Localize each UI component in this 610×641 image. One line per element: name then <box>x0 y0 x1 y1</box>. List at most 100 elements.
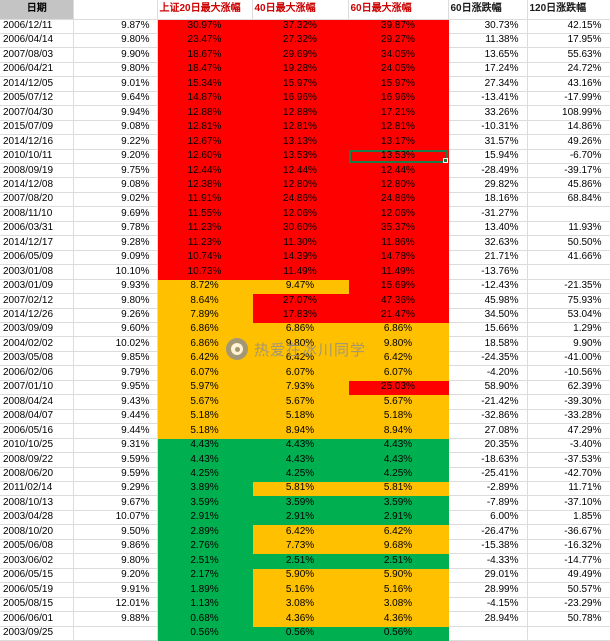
max20-cell[interactable]: 5.18% <box>157 409 253 425</box>
date-cell[interactable]: 2006/05/09 <box>0 250 74 266</box>
max40-cell[interactable]: 5.16% <box>252 582 349 598</box>
max60-cell[interactable]: 0.56% <box>348 626 449 641</box>
day-change-cell[interactable]: 9.80% <box>73 553 158 569</box>
day-change-cell[interactable]: 9.85% <box>73 351 158 367</box>
max20-cell[interactable]: 18.47% <box>157 62 253 78</box>
max40-cell[interactable]: 3.59% <box>252 495 349 511</box>
date-cell[interactable]: 2007/08/03 <box>0 47 74 63</box>
chg60-cell[interactable]: 17.24% <box>448 62 528 78</box>
max20-cell[interactable]: 4.43% <box>157 452 253 468</box>
max60-cell[interactable]: 16.96% <box>348 91 449 107</box>
day-change-cell[interactable]: 9.02% <box>73 192 158 208</box>
max20-cell[interactable]: 7.89% <box>157 308 253 324</box>
day-change-cell[interactable]: 9.87% <box>73 19 158 34</box>
max60-cell[interactable]: 5.67% <box>348 394 449 410</box>
chg120-cell[interactable]: -21.35% <box>527 279 610 295</box>
date-cell[interactable]: 2003/09/25 <box>0 626 74 641</box>
max20-cell[interactable]: 4.43% <box>157 438 253 454</box>
max20-cell[interactable]: 4.25% <box>157 467 253 483</box>
max20-cell[interactable]: 0.68% <box>157 611 253 627</box>
day-change-cell[interactable]: 9.08% <box>73 177 158 193</box>
max60-cell[interactable]: 24.05% <box>348 62 449 78</box>
max40-cell[interactable]: 5.90% <box>252 568 349 584</box>
max60-cell[interactable]: 21.47% <box>348 308 449 324</box>
date-cell[interactable]: 2006/05/19 <box>0 582 74 598</box>
max20-cell[interactable]: 2.17% <box>157 568 253 584</box>
date-cell[interactable]: 2004/02/02 <box>0 336 74 352</box>
max20-cell[interactable]: 15.34% <box>157 76 253 92</box>
day-change-cell[interactable]: 9.59% <box>73 452 158 468</box>
chg120-cell[interactable] <box>527 206 610 222</box>
chg120-cell[interactable]: 53.04% <box>527 308 610 324</box>
max60-cell[interactable]: 5.16% <box>348 582 449 598</box>
date-cell[interactable]: 2005/08/15 <box>0 597 74 613</box>
chg120-cell[interactable]: -37.53% <box>527 452 610 468</box>
max60-cell[interactable]: 4.36% <box>348 611 449 627</box>
date-cell[interactable]: 2007/04/30 <box>0 105 74 121</box>
max20-cell[interactable]: 3.89% <box>157 481 253 497</box>
chg60-cell[interactable]: -18.63% <box>448 452 528 468</box>
chg120-cell[interactable]: 49.26% <box>527 134 610 150</box>
column-header-chg120[interactable]: 120日涨跌幅 <box>527 0 610 20</box>
date-cell[interactable]: 2006/05/15 <box>0 568 74 584</box>
max20-cell[interactable]: 0.56% <box>157 626 253 641</box>
max60-cell[interactable]: 6.07% <box>348 365 449 381</box>
day-change-cell[interactable]: 10.07% <box>73 510 158 526</box>
max60-cell[interactable]: 3.08% <box>348 597 449 613</box>
max40-cell[interactable]: 16.96% <box>252 91 349 107</box>
chg60-cell[interactable]: -7.89% <box>448 495 528 511</box>
max40-cell[interactable]: 9.80% <box>252 336 349 352</box>
max20-cell[interactable]: 8.72% <box>157 279 253 295</box>
max60-cell[interactable]: 15.97% <box>348 76 449 92</box>
max40-cell[interactable]: 13.53% <box>252 149 349 165</box>
chg120-cell[interactable]: -16.32% <box>527 539 610 555</box>
column-header-max60[interactable]: 60日最大涨幅 <box>348 0 449 20</box>
chg60-cell[interactable]: 28.94% <box>448 611 528 627</box>
chg120-cell[interactable]: 43.16% <box>527 76 610 92</box>
max20-cell[interactable]: 18.67% <box>157 47 253 63</box>
max20-cell[interactable]: 11.23% <box>157 235 253 251</box>
max60-cell[interactable]: 4.25% <box>348 467 449 483</box>
chg60-cell[interactable]: -13.41% <box>448 91 528 107</box>
max60-cell[interactable]: 47.36% <box>348 293 449 309</box>
day-change-cell[interactable]: 9.50% <box>73 524 158 540</box>
chg60-cell[interactable]: 18.58% <box>448 336 528 352</box>
max40-cell[interactable]: 14.39% <box>252 250 349 266</box>
column-header-chg60[interactable]: 60日涨跌幅 <box>448 0 528 20</box>
date-cell[interactable]: 2005/07/12 <box>0 91 74 107</box>
max60-cell[interactable]: 25.03% <box>348 380 449 396</box>
max60-cell[interactable]: 4.43% <box>348 452 449 468</box>
max40-cell[interactable]: 12.88% <box>252 105 349 121</box>
chg120-cell[interactable]: 75.93% <box>527 293 610 309</box>
max20-cell[interactable]: 14.87% <box>157 91 253 107</box>
day-change-cell[interactable]: 9.59% <box>73 467 158 483</box>
max60-cell[interactable]: 2.91% <box>348 510 449 526</box>
date-cell[interactable]: 2007/01/10 <box>0 380 74 396</box>
day-change-cell[interactable]: 10.02% <box>73 336 158 352</box>
max60-cell[interactable]: 2.51% <box>348 553 449 569</box>
max40-cell[interactable]: 4.43% <box>252 438 349 454</box>
day-change-cell[interactable]: 9.79% <box>73 365 158 381</box>
chg60-cell[interactable]: -4.15% <box>448 597 528 613</box>
day-change-cell[interactable]: 9.20% <box>73 568 158 584</box>
max60-cell[interactable]: 9.68% <box>348 539 449 555</box>
chg120-cell[interactable]: -17.99% <box>527 91 610 107</box>
chg60-cell[interactable]: -25.41% <box>448 467 528 483</box>
chg120-cell[interactable]: 11.93% <box>527 221 610 237</box>
date-cell[interactable]: 2008/04/24 <box>0 394 74 410</box>
max20-cell[interactable]: 10.74% <box>157 250 253 266</box>
max40-cell[interactable]: 19.28% <box>252 62 349 78</box>
date-cell[interactable]: 2008/10/20 <box>0 524 74 540</box>
max40-cell[interactable]: 12.06% <box>252 206 349 222</box>
day-change-cell[interactable]: 9.44% <box>73 423 158 439</box>
date-cell[interactable]: 2010/10/25 <box>0 438 74 454</box>
chg120-cell[interactable]: 55.63% <box>527 47 610 63</box>
date-cell[interactable]: 2003/01/08 <box>0 264 74 280</box>
date-cell[interactable]: 2010/10/11 <box>0 149 74 165</box>
max40-cell[interactable]: 6.07% <box>252 365 349 381</box>
chg60-cell[interactable]: 28.99% <box>448 582 528 598</box>
chg120-cell[interactable]: -39.17% <box>527 163 610 179</box>
chg120-cell[interactable]: 14.86% <box>527 120 610 136</box>
max40-cell[interactable]: 4.36% <box>252 611 349 627</box>
max40-cell[interactable]: 7.73% <box>252 539 349 555</box>
